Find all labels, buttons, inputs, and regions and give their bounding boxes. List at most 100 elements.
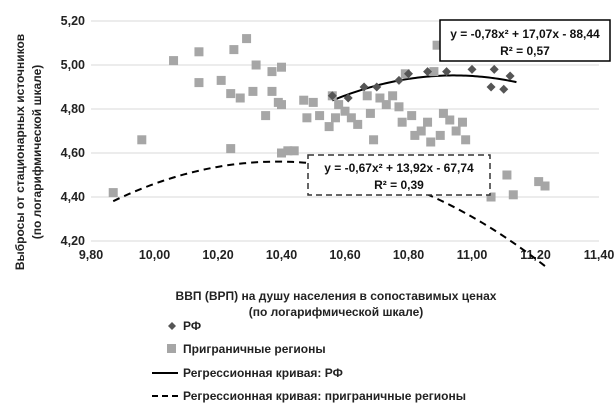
point-border-region [432,40,442,50]
equation-box-border: y = -0,67x² + 13,92x - 67,74 R² = 0,39 [307,154,491,196]
y-tick-label: 4,60 [61,146,85,160]
x-tick-label: 9,80 [79,248,103,262]
point-border-region [410,130,420,140]
point-border-region [416,126,426,136]
x-tick-label: 11,20 [520,248,551,262]
y-tick-label: 4,20 [61,234,85,248]
point-border-region [429,67,439,77]
point-border-region [340,106,350,116]
x-tick-label: 10,00 [139,248,170,262]
point-rf [359,82,369,92]
y-tick-label: 5,20 [61,14,85,28]
point-border-region [299,95,309,105]
y-axis-ticks: 4,20 4,40 4,60 4,80 5,00 5,20 [61,14,85,248]
point-border-region [388,91,398,101]
legend-label-rf-curve: Регрессионная кривая: РФ [183,366,343,380]
point-border-region [194,47,204,57]
point-border-region [277,62,286,72]
point-border-region [277,100,286,110]
x-tick-label: 10,20 [202,248,233,262]
point-border-region [435,130,445,140]
point-border-region [267,67,277,77]
point-border-region [457,117,467,127]
y-tick-label: 4,40 [61,190,85,204]
point-border-region [267,86,277,96]
point-border-region [365,108,375,118]
r2-rf: R² = 0,57 [500,44,550,58]
x-tick-label: 10,40 [266,248,297,262]
point-border-region [423,117,433,127]
point-border-region [108,188,118,198]
point-rf [505,71,515,81]
point-border-region [369,135,379,145]
point-border-region [308,97,318,107]
point-border-region [229,45,239,55]
y-tick-label: 4,80 [61,102,85,116]
legend-label-border: Приграничные регионы [183,342,326,356]
point-border-region [461,135,471,145]
legend-square-icon [167,344,176,353]
point-border-region [315,111,325,121]
point-rf [467,64,477,74]
point-rf [486,82,496,92]
legend-label-rf: РФ [183,319,201,333]
point-border-region [283,146,293,156]
x-axis-ticks: 9,80 10,00 10,20 10,40 10,60 10,80 11,00 11,20 1… [79,248,615,262]
point-border-region [226,89,236,99]
x-tick-label: 11,00 [457,248,488,262]
point-border-region [324,122,334,132]
point-border-region [137,135,147,145]
point-border-region [445,115,455,125]
point-border-region [346,113,356,123]
trendline-border [112,160,549,270]
point-border-region [226,144,236,154]
point-border-region [251,60,261,70]
point-border-region [508,190,518,200]
point-border-region [502,170,512,180]
point-border-region [302,113,312,123]
point-border-region [375,93,385,103]
point-rf [442,67,452,77]
point-rf [372,82,382,92]
equation-box-rf: y = -0,78x² + 17,07x - 88,44 R² = 0,57 [439,19,611,62]
point-border-region [426,137,436,147]
point-rf [343,93,353,103]
y-tick-label: 5,00 [61,58,85,72]
point-border-region [277,148,286,158]
point-border-region [169,56,179,66]
point-border-region [289,146,299,156]
y-axis-title-line2: (по логарифмической шкале) [30,65,44,240]
point-border-region [242,34,252,44]
point-border-region [381,100,391,110]
point-border-region [534,177,544,187]
legend-diamond-icon [168,322,176,330]
point-border-region [194,78,204,88]
point-border-region [216,75,226,85]
point-border-region [394,102,404,112]
point-rf [327,91,337,101]
point-rf [489,64,499,74]
point-rf [404,69,413,79]
legend: РФ Приграничные регионы Регрессионная кр… [152,319,466,403]
data-points [108,34,550,202]
point-border-region [540,181,550,191]
point-rf [394,75,404,85]
equation-border: y = -0,67x² + 13,92x - 67,74 [324,161,474,175]
point-border-region [438,108,448,118]
point-border-region [334,100,344,110]
point-border-region [486,192,496,202]
point-border-region [362,91,372,101]
equation-rf: y = -0,78x² + 17,07x - 88,44 [450,27,600,41]
r2-border: R² = 0,39 [374,178,424,192]
point-border-region [330,113,340,123]
point-rf [499,84,509,94]
point-border-region [397,117,407,127]
legend-label-border-curve: Регрессионная кривая: приграничные регио… [183,389,466,403]
point-rf [423,67,433,77]
y-axis-title-line1: Выбросы от стационарных источников [13,34,27,270]
x-tick-label: 11,40 [584,248,615,262]
point-border-region [248,86,258,96]
point-border-region [451,126,461,136]
x-tick-label: 10,80 [393,248,424,262]
point-border-region [353,119,363,129]
